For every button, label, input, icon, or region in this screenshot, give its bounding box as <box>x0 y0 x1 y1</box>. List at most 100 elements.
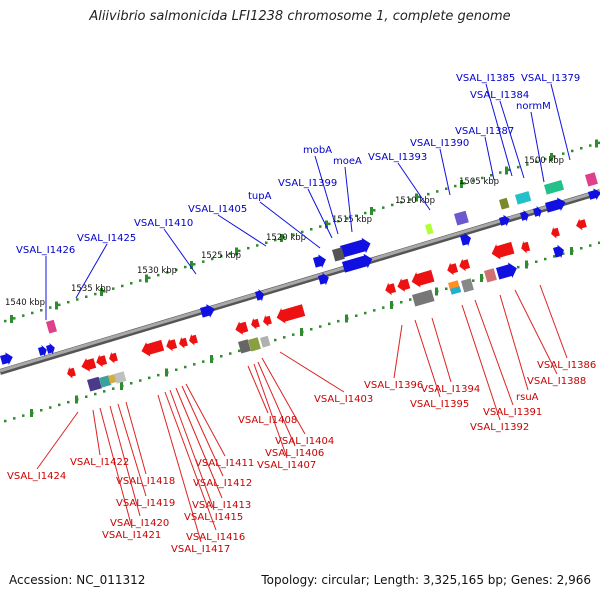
upper-tick-track-dot <box>193 263 196 266</box>
forward-leader-VSAL_I1410 <box>163 228 197 275</box>
forward-leader-tupA <box>259 201 321 249</box>
upper-tick-track-dot <box>139 279 142 282</box>
reverse-gene-arrow-12 <box>385 282 397 296</box>
lower-tick-track-dot <box>580 247 583 250</box>
upper-tick-track-dot <box>157 273 160 277</box>
lower-tick-track-dot <box>382 306 385 309</box>
upper-tick-track-dot <box>13 317 16 320</box>
lower-tick-track-dot <box>49 406 52 409</box>
forward-gene-arrow-7 <box>340 237 371 258</box>
lower-tick-track-dot <box>40 409 43 412</box>
upper-tick-track-dot <box>319 225 322 228</box>
lower-tick-track-dot <box>364 311 367 315</box>
lower-tick-track-dot <box>58 403 61 407</box>
upper-major-tick <box>190 261 193 269</box>
reverse-label-VSAL_I1417: VSAL_I1417 <box>171 544 230 555</box>
genome-summary-text: Topology: circular; Length: 3,325,165 bp… <box>261 573 591 587</box>
reverse-gene-arrow-20 <box>576 218 587 231</box>
lower-tick-track-dot <box>148 376 151 380</box>
lower-tick-track-dot <box>274 338 277 342</box>
upper-tick-track-dot <box>589 144 592 147</box>
forward-label-VSAL_I1426: VSAL_I1426 <box>16 245 75 256</box>
upper-tick-track-dot <box>274 238 277 242</box>
forward-leader-VSAL_I1387 <box>484 136 495 181</box>
lower-tick-track-dot <box>85 395 88 398</box>
upper-tick-track-dot <box>310 228 313 231</box>
forward-gene-arrow-10 <box>499 214 510 227</box>
reverse-label-VSAL_I1420: VSAL_I1420 <box>110 518 169 529</box>
upper-tick-track-dot <box>400 201 403 204</box>
reverse-label-VSAL_I1413: VSAL_I1413 <box>192 500 251 511</box>
lower-tick-track-dot <box>139 379 142 382</box>
upper-tick-track-dot <box>283 236 286 239</box>
lower-major-tick <box>570 247 573 255</box>
reverse-gene-arrow-0 <box>67 366 76 379</box>
feature-block-19 <box>484 268 497 283</box>
upper-tick-track-dot <box>337 219 340 223</box>
reverse-leader-VSAL_I1406 <box>257 361 296 447</box>
upper-tick-track-dot <box>508 168 511 172</box>
reverse-gene-arrow-5 <box>166 338 178 352</box>
lower-major-tick <box>390 301 393 309</box>
feature-block-17 <box>449 286 462 295</box>
lower-tick-track-dot <box>355 314 358 317</box>
upper-tick-track-dot <box>445 187 448 190</box>
lower-tick-track-dot <box>517 265 520 269</box>
feature-block-2 <box>584 172 598 187</box>
ruler-label-1520-kbp: 1520 kbp <box>266 233 306 243</box>
forward-label-VSAL_I1384: VSAL_I1384 <box>470 90 529 101</box>
lower-tick-track-dot <box>409 298 412 301</box>
lower-tick-track-dot <box>220 355 223 358</box>
upper-tick-track-dot <box>31 311 34 315</box>
reverse-gene-arrow-9 <box>251 317 260 330</box>
forward-label-VSAL_I1399: VSAL_I1399 <box>278 178 337 189</box>
upper-major-tick <box>55 301 58 310</box>
forward-gene-arrow-1 <box>38 344 47 357</box>
forward-leader-VSAL_I1393 <box>397 162 431 211</box>
upper-tick-track-dot <box>301 230 304 234</box>
upper-tick-track-dot <box>571 149 574 153</box>
lower-tick-track-dot <box>283 336 286 339</box>
forward-gene-arrow-3 <box>200 304 215 318</box>
upper-tick-track-dot <box>85 295 88 298</box>
forward-gene-arrow-12 <box>533 205 542 218</box>
reverse-gene-arrow-3 <box>109 351 118 364</box>
reverse-leader-VSAL_I1411 <box>185 383 226 457</box>
reverse-gene-arrow-1 <box>81 358 97 372</box>
reverse-leader-VSAL_I1395 <box>414 319 441 398</box>
upper-tick-track-dot <box>526 163 529 166</box>
forward-label-moeA: moeA <box>333 156 362 167</box>
upper-tick-track-dot <box>211 257 214 261</box>
upper-tick-track-dot <box>229 252 232 255</box>
upper-tick-track-dot <box>58 303 61 307</box>
forward-label-VSAL_I1390: VSAL_I1390 <box>410 138 469 149</box>
lower-tick-track-dot <box>535 260 538 263</box>
forward-label-normM: normM <box>516 101 551 112</box>
forward-label-VSAL_I1405: VSAL_I1405 <box>188 204 247 215</box>
lower-tick-track-dot <box>13 417 16 420</box>
ruler-label-1540-kbp: 1540 kbp <box>5 298 45 308</box>
reverse-label-VSAL_I1412: VSAL_I1412 <box>193 478 252 489</box>
lower-tick-track-dot <box>472 279 475 282</box>
reverse-gene-arrow-11 <box>276 304 306 324</box>
forward-label-VSAL_I1379: VSAL_I1379 <box>521 73 580 84</box>
lower-tick-track-dot <box>193 363 196 366</box>
forward-leader-moeA <box>344 166 353 233</box>
reverse-leader-VSAL_I1388 <box>514 289 558 375</box>
forward-leader-VSAL_I1405 <box>217 214 267 247</box>
forward-gene-arrow-16 <box>553 244 564 259</box>
lower-tick-track-dot <box>319 325 322 328</box>
forward-leader-VSAL_I1425 <box>75 243 108 299</box>
forward-gene-arrow-9 <box>460 232 471 247</box>
feature-block-3 <box>515 191 532 205</box>
reverse-gene-arrow-18 <box>521 240 531 254</box>
upper-tick-track-dot <box>22 314 25 317</box>
forward-label-VSAL_I1385: VSAL_I1385 <box>456 73 515 84</box>
upper-major-tick <box>100 288 103 296</box>
forward-gene-arrow-6 <box>318 272 329 286</box>
feature-block-0 <box>46 319 57 334</box>
forward-gene-arrow-14 <box>588 188 600 200</box>
upper-tick-track-dot <box>238 249 241 253</box>
reverse-label-VSAL_I1403: VSAL_I1403 <box>314 394 373 405</box>
reverse-label-VSAL_I1394: VSAL_I1394 <box>421 384 480 395</box>
